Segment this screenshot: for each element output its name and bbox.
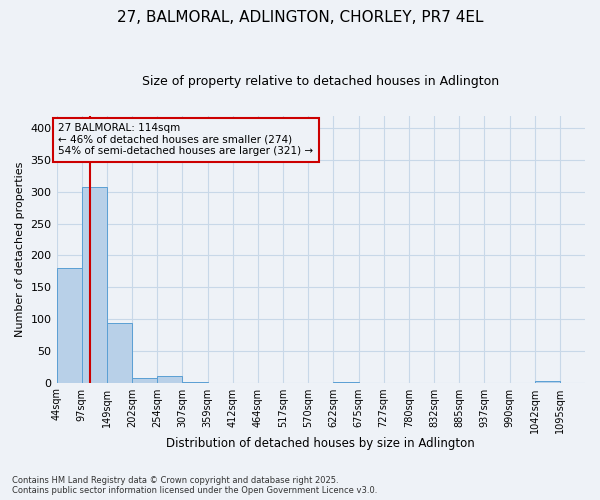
Bar	[157, 376, 182, 382]
X-axis label: Distribution of detached houses by size in Adlington: Distribution of detached houses by size …	[166, 437, 475, 450]
Y-axis label: Number of detached properties: Number of detached properties	[15, 162, 25, 337]
Text: 27 BALMORAL: 114sqm
← 46% of detached houses are smaller (274)
54% of semi-detac: 27 BALMORAL: 114sqm ← 46% of detached ho…	[58, 123, 314, 156]
Text: 27, BALMORAL, ADLINGTON, CHORLEY, PR7 4EL: 27, BALMORAL, ADLINGTON, CHORLEY, PR7 4E…	[117, 10, 483, 25]
Text: Contains HM Land Registry data © Crown copyright and database right 2025.
Contai: Contains HM Land Registry data © Crown c…	[12, 476, 377, 495]
Bar	[82, 188, 107, 382]
Bar	[107, 323, 132, 382]
Bar	[56, 268, 82, 382]
Bar	[132, 378, 157, 382]
Title: Size of property relative to detached houses in Adlington: Size of property relative to detached ho…	[142, 75, 499, 88]
